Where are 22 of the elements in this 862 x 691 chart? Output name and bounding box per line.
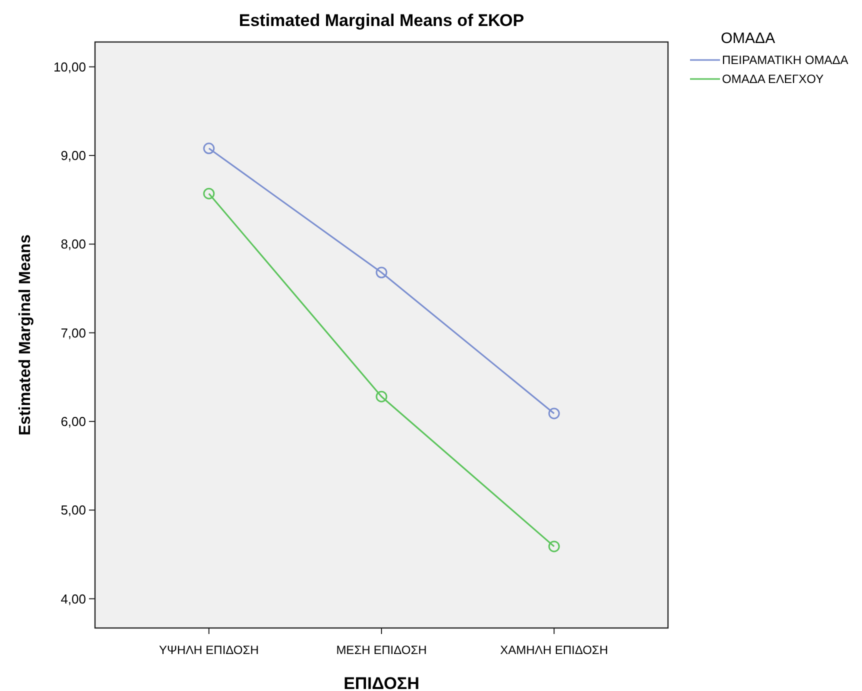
chart-title: Estimated Marginal Means of ΣΚΟΡ [238,11,524,30]
point [376,390,388,402]
y-tick-label: 4,00 [60,591,86,606]
y-tick-label: 8,00 [60,236,86,252]
point [548,408,560,420]
point [203,142,215,154]
point [548,540,560,552]
legend-title: ΟΜΑΔΑ [720,30,776,47]
legend-label: ΟΜΑΔΑ ΕΛΕΓΧΟΥ [722,72,824,86]
point [376,266,388,278]
y-tick-label: 9,00 [60,148,86,164]
y-axis-title: Estimated Marginal Means [17,234,34,436]
point [203,188,215,200]
x-tick-label: ΧΑΜΗΛΗ ΕΠΙΔΟΣΗ [500,643,608,657]
x-axis-title: ΕΠΙΔΟΣΗ [344,674,420,691]
legend-label: ΠΕΙΡΑΜΑΤΙΚΗ ΟΜΑΔΑ [722,53,848,68]
y-tick-label: 6,00 [60,414,86,429]
y-tick-label: 5,00 [60,502,86,518]
y-tick-label: 10,00 [53,59,86,74]
x-tick-label: ΥΨΗΛΗ ΕΠΙΔΟΣΗ [158,643,259,657]
x-tick-label: ΜΕΣΗ ΕΠΙΔΟΣΗ [336,643,427,657]
y-tick-label: 7,00 [60,325,86,340]
